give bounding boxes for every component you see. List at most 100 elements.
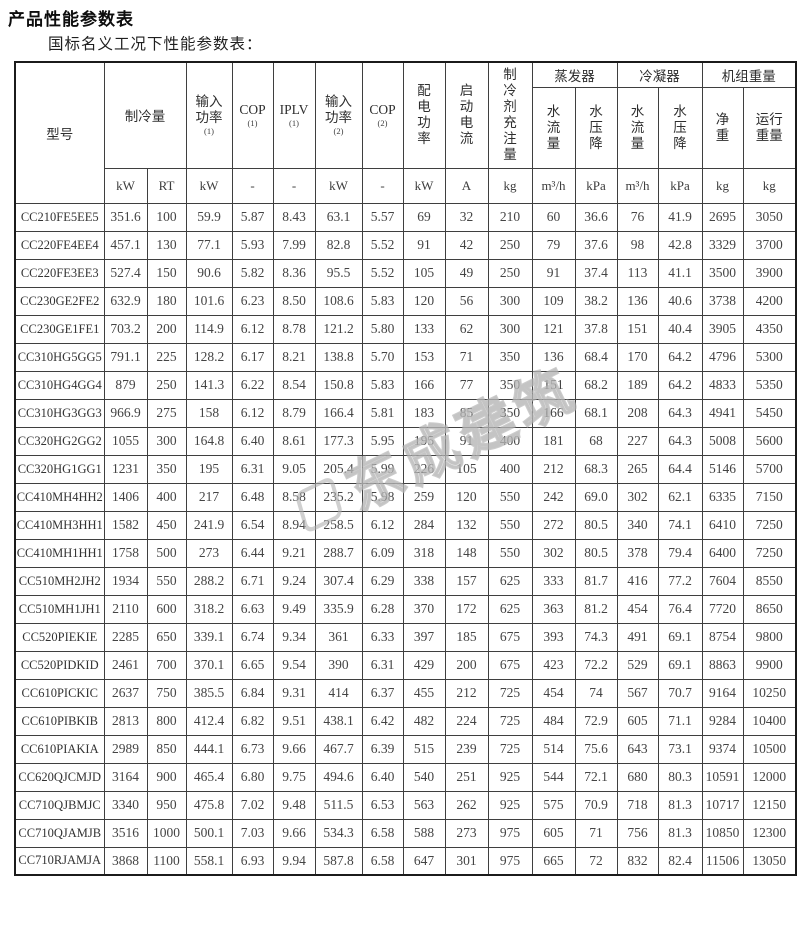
- value-cell: 105: [402, 258, 446, 288]
- value-cell: 5.87: [231, 202, 274, 232]
- value-cell: 7720: [701, 594, 744, 624]
- model-cell: CC710QJBMJC: [14, 790, 105, 820]
- header-cop-1: COP (1): [231, 61, 274, 169]
- value-cell: 3050: [742, 202, 797, 232]
- value-cell: 210: [487, 202, 533, 232]
- value-cell: 71: [574, 818, 618, 848]
- value-cell: 133: [402, 314, 446, 344]
- value-cell: 625: [487, 594, 533, 624]
- value-cell: 567: [616, 678, 659, 708]
- model-cell: CC510MH2JH2: [14, 566, 105, 596]
- value-cell: 59.9: [185, 202, 233, 232]
- value-cell: 650: [146, 622, 187, 652]
- value-cell: 69.1: [657, 650, 703, 680]
- value-cell: 5.70: [361, 342, 404, 372]
- unit-cell: -: [231, 167, 274, 204]
- table-row: CC220FE4EE4 457.1 130 77.1 5.93 7.99 82.8 5.52 9…: [14, 230, 797, 260]
- header-input-power-1-label: 输入 功率: [195, 94, 223, 126]
- value-cell: 2813: [103, 706, 148, 736]
- value-cell: 500: [146, 538, 187, 568]
- value-cell: 1934: [103, 566, 148, 596]
- value-cell: 10250: [742, 678, 797, 708]
- value-cell: 491: [616, 622, 659, 652]
- value-cell: 150.8: [314, 370, 363, 400]
- value-cell: 2989: [103, 734, 148, 764]
- value-cell: 302: [616, 482, 659, 512]
- value-cell: 6.54: [231, 510, 274, 540]
- value-cell: 195: [185, 454, 233, 484]
- value-cell: 3700: [742, 230, 797, 260]
- value-cell: 6.58: [361, 846, 404, 876]
- value-cell: 5.80: [361, 314, 404, 344]
- value-cell: 81.2: [574, 594, 618, 624]
- value-cell: 8754: [701, 622, 744, 652]
- value-cell: 500.1: [185, 818, 233, 848]
- value-cell: 5.52: [361, 258, 404, 288]
- value-cell: 121: [531, 314, 576, 344]
- value-cell: 8.79: [272, 398, 316, 428]
- table-header: 型号 制冷量 输入 功率 (1) COP (1) IPLV (1) 输入 功率 (2) …: [14, 61, 797, 204]
- value-cell: 438.1: [314, 706, 363, 736]
- value-cell: 6.84: [231, 678, 274, 708]
- value-cell: 3900: [742, 258, 797, 288]
- units-row: kW RT kW - - kW - kW A kg m³/h kPa m³/h …: [15, 167, 797, 204]
- value-cell: 351.6: [103, 202, 148, 232]
- value-cell: 40.6: [657, 286, 703, 316]
- model-cell: CC230GE2FE2: [14, 286, 105, 316]
- table-row: CC610PIBKIB 2813 800 412.4 6.82 9.51 438.1 6.42…: [14, 706, 797, 736]
- page-title: 产品性能参数表: [8, 10, 134, 29]
- value-cell: 300: [487, 286, 533, 316]
- value-cell: 335.9: [314, 594, 363, 624]
- value-cell: 879: [103, 370, 148, 400]
- value-cell: 77.1: [185, 230, 233, 260]
- value-cell: 363: [531, 594, 576, 624]
- value-cell: 166.4: [314, 398, 363, 428]
- value-cell: 494.6: [314, 762, 363, 792]
- table-row: CC620QJCMJD 3164 900 465.4 6.80 9.75 494.6 6.40…: [14, 762, 797, 792]
- value-cell: 6.23: [231, 286, 274, 316]
- value-cell: 3868: [103, 846, 148, 876]
- value-cell: 141.3: [185, 370, 233, 400]
- value-cell: 414: [314, 678, 363, 708]
- value-cell: 1000: [146, 818, 187, 848]
- value-cell: 3905: [701, 314, 744, 344]
- value-cell: 412.4: [185, 706, 233, 736]
- value-cell: 6.12: [231, 398, 274, 428]
- value-cell: 703.2: [103, 314, 148, 344]
- value-cell: 725: [487, 706, 533, 736]
- header-cop-2-sup: (2): [377, 118, 388, 129]
- value-cell: 64.4: [657, 454, 703, 484]
- value-cell: 429: [402, 650, 446, 680]
- value-cell: 416: [616, 566, 659, 596]
- value-cell: 9.49: [272, 594, 316, 624]
- header-cond-pressure-drop: 水 压 降: [657, 86, 703, 169]
- value-cell: 527.4: [103, 258, 148, 288]
- header-sub-row: 水 流 量 水 压 降 水 流 量 水 压 降 净 重 运行 重量: [15, 86, 797, 169]
- value-cell: 212: [531, 454, 576, 484]
- value-cell: 9.48: [272, 790, 316, 820]
- table-row: CC520PIDKID 2461 700 370.1 6.65 9.54 390 6.31 42…: [14, 650, 797, 680]
- value-cell: 113: [616, 258, 659, 288]
- unit-cell: -: [361, 167, 404, 204]
- value-cell: 74.1: [657, 510, 703, 540]
- value-cell: 465.4: [185, 762, 233, 792]
- table-row: CC610PIAKIA 2989 850 444.1 6.73 9.66 467.7 6.39…: [14, 734, 797, 764]
- value-cell: 128.2: [185, 342, 233, 372]
- value-cell: 680: [616, 762, 659, 792]
- header-refrigerant-charge: 制 冷 剂 充 注 量: [487, 61, 533, 169]
- value-cell: 832: [616, 846, 659, 876]
- model-cell: CC320HG2GG2: [14, 426, 105, 456]
- value-cell: 226: [402, 454, 446, 484]
- value-cell: 6.63: [231, 594, 274, 624]
- value-cell: 225: [146, 342, 187, 372]
- value-cell: 966.9: [103, 398, 148, 428]
- value-cell: 82.4: [657, 846, 703, 876]
- value-cell: 82.8: [314, 230, 363, 260]
- value-cell: 5.83: [361, 286, 404, 316]
- value-cell: 370: [402, 594, 446, 624]
- value-cell: 2285: [103, 622, 148, 652]
- unit-cell: kW: [314, 167, 363, 204]
- value-cell: 64.3: [657, 426, 703, 456]
- value-cell: 272: [531, 510, 576, 540]
- unit-cell: -: [272, 167, 316, 204]
